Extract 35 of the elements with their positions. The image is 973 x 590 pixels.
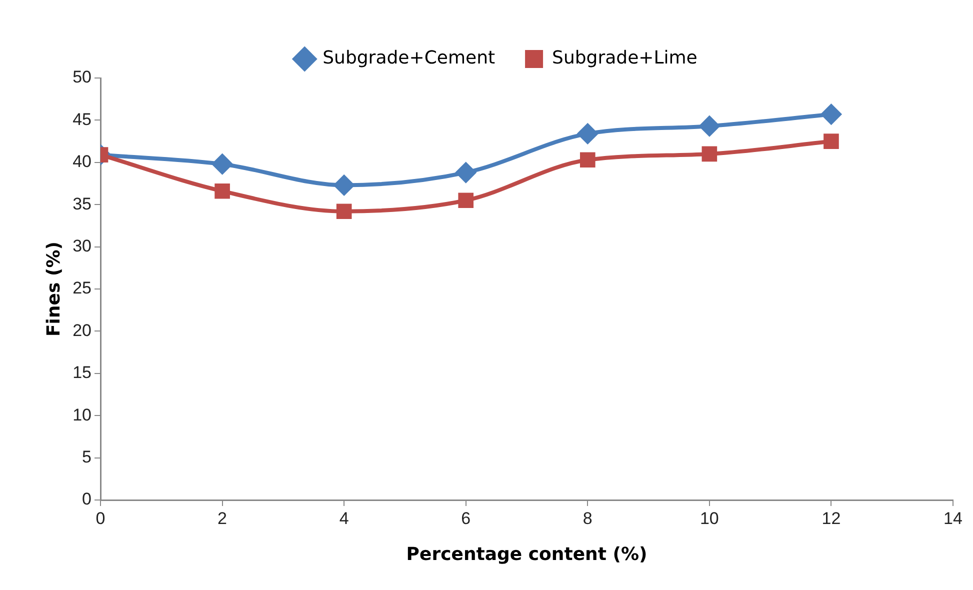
point bbox=[456, 162, 476, 183]
y-tick-label: 10 bbox=[72, 405, 92, 424]
y-axis-title: Fines (%) bbox=[43, 242, 64, 336]
legend-label: Subgrade+Lime bbox=[552, 48, 698, 69]
x-tick-label: 4 bbox=[339, 508, 349, 528]
point bbox=[458, 192, 474, 208]
x-axis-title: Percentage content (%) bbox=[406, 544, 648, 565]
y-tick-label: 40 bbox=[72, 152, 92, 172]
x-tick-label: 10 bbox=[700, 508, 719, 528]
x-tick-label: 2 bbox=[218, 508, 228, 528]
x-tick-label: 14 bbox=[944, 508, 962, 528]
y-tick-label: 45 bbox=[72, 110, 92, 129]
y-tick-label: 15 bbox=[72, 363, 92, 382]
point bbox=[578, 124, 598, 144]
x-tick-label: 6 bbox=[461, 508, 471, 528]
point bbox=[699, 116, 720, 136]
y-tick-label: 35 bbox=[72, 194, 92, 214]
x-tick-label: 12 bbox=[822, 508, 841, 528]
point bbox=[214, 183, 230, 199]
y-tick-label: 5 bbox=[82, 447, 92, 466]
point bbox=[824, 134, 839, 149]
point bbox=[580, 152, 596, 168]
y-tick-label: 0 bbox=[82, 490, 92, 509]
x-tick-label: 8 bbox=[582, 508, 592, 528]
point bbox=[336, 204, 352, 220]
x-tick-label: 0 bbox=[96, 508, 106, 528]
y-tick-label: 20 bbox=[72, 320, 92, 340]
point bbox=[334, 175, 354, 196]
point bbox=[821, 104, 842, 124]
y-tick-label: 50 bbox=[72, 68, 92, 87]
y-tick-label: 30 bbox=[72, 236, 92, 256]
legend-label: Subgrade+Cement bbox=[322, 48, 496, 69]
y-tick-label: 25 bbox=[72, 278, 92, 298]
point bbox=[212, 154, 232, 174]
point bbox=[702, 146, 718, 162]
